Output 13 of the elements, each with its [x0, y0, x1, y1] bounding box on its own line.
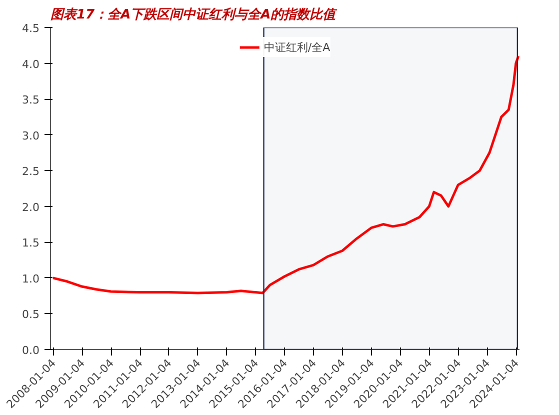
y-tick-label: 2.5 [22, 165, 40, 178]
y-tick-label: 1.0 [22, 272, 40, 286]
line-series [52, 54, 520, 294]
y-tick-label: 4.5 [22, 22, 40, 35]
y-tick-label: 0.5 [22, 308, 40, 322]
y-tick-label: 3.5 [22, 94, 40, 107]
y-tick-label: 1.5 [22, 236, 40, 250]
y-tick-label: 0.0 [22, 344, 40, 357]
legend-label: 中证红利/全A [264, 40, 330, 54]
chart-title: 图表17：全A下跌区间中证红利与全A的指数比值 [50, 6, 338, 22]
y-tick-label: 4.0 [22, 58, 40, 71]
y-tick-label: 3.0 [22, 129, 40, 142]
y-tick-label: 2.0 [22, 200, 40, 214]
